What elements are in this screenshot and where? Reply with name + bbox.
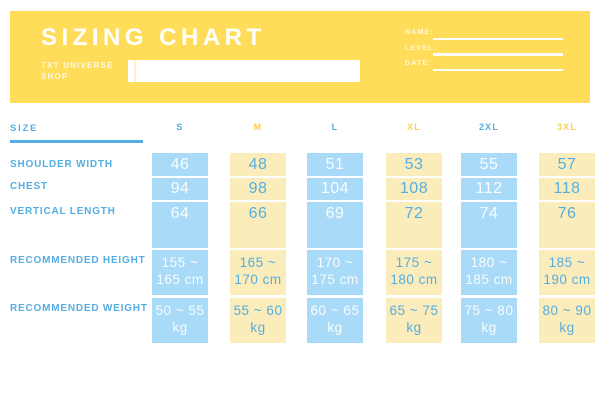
level-field-label: LEVEL:	[405, 44, 438, 52]
table-cell: 74	[461, 202, 517, 248]
input-divider	[134, 60, 136, 82]
table-cell: 51	[307, 153, 363, 176]
table-cell: 55	[461, 153, 517, 176]
name-field-label: NAME:	[405, 29, 434, 36]
table-cell: 155 ~ 165 cm	[152, 250, 208, 295]
table-cell: 60 ~ 65 kg	[307, 298, 363, 343]
column-header-2xl: 2XL	[478, 122, 500, 132]
shop-input[interactable]	[128, 60, 360, 82]
table-cell: 175 ~ 180 cm	[386, 250, 442, 295]
column-header-xl: XL	[407, 122, 421, 132]
table-cell: 180 ~ 185 cm	[461, 250, 517, 295]
table-cell: 48	[230, 153, 286, 176]
table-cell: 69	[307, 202, 363, 248]
table-cell: 165 ~ 170 cm	[230, 250, 286, 295]
table-cell: 118	[539, 178, 595, 200]
table-cell: 170 ~ 175 cm	[307, 250, 363, 295]
size-column-header: SIZE	[10, 123, 39, 134]
shop-label: TXT UNIVERSE SHOP	[41, 61, 114, 81]
column-header-3xl: 3XL	[556, 122, 578, 132]
table-cell: 53	[386, 153, 442, 176]
table-cell: 50 ~ 55 kg	[152, 298, 208, 343]
table-cell: 185 ~ 190 cm	[539, 250, 595, 295]
table-cell: 76	[539, 202, 595, 248]
page-title: SIZING CHART	[41, 24, 266, 51]
table-cell: 98	[230, 178, 286, 200]
row-label-recommended-weight: RECOMMENDED WEIGHT	[10, 303, 148, 314]
table-cell: 64	[152, 202, 208, 248]
table-cell: 75 ~ 80 kg	[461, 298, 517, 343]
table-cell: 72	[386, 202, 442, 248]
date-field-line[interactable]	[433, 68, 563, 71]
table-cell: 55 ~ 60 kg	[230, 298, 286, 343]
table-cell: 108	[386, 178, 442, 200]
table-cell: 112	[461, 178, 517, 200]
level-field-line[interactable]	[433, 53, 563, 56]
table-cell: 104	[307, 178, 363, 200]
table-cell: 66	[230, 202, 286, 248]
row-label-recommended-height: RECOMMENDED HEIGHT	[10, 255, 146, 266]
table-cell: 57	[539, 153, 595, 176]
column-header-m: M	[253, 122, 263, 132]
name-field-line[interactable]	[433, 37, 563, 40]
table-cell: 65 ~ 75 kg	[386, 298, 442, 343]
row-label-chest: CHEST	[10, 181, 48, 192]
table-cell: 80 ~ 90 kg	[539, 298, 595, 343]
header-banner: SIZING CHART TXT UNIVERSE SHOP NAME: LEV…	[10, 11, 590, 103]
table-cell: 94	[152, 178, 208, 200]
row-label-vertical-length: VERTICAL LENGTH	[10, 206, 116, 217]
table-cell: 46	[152, 153, 208, 176]
row-label-shoulder-width: SHOULDER WIDTH	[10, 159, 113, 170]
date-field-label: DATE:	[405, 60, 432, 67]
column-header-s: S	[176, 122, 184, 132]
column-header-l: L	[331, 122, 339, 132]
size-underline	[10, 140, 143, 143]
